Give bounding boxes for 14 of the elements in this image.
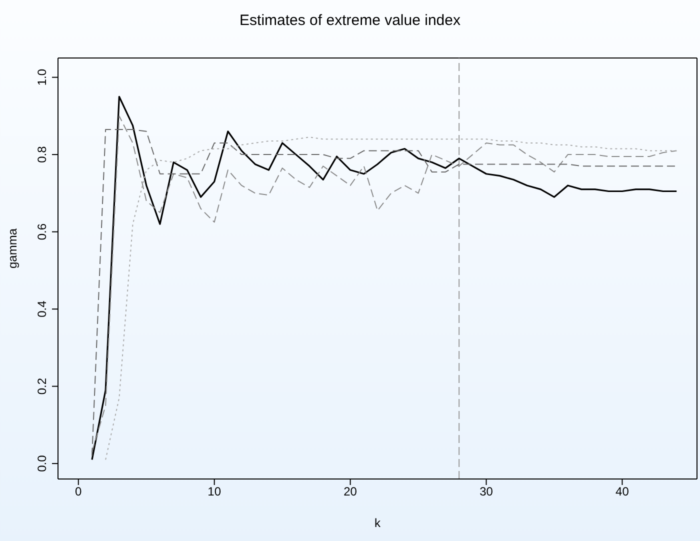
x-tick-label: 0: [75, 484, 82, 499]
x-tick-label: 10: [208, 484, 222, 499]
y-axis-title: gamma: [5, 228, 20, 268]
x-tick-label: 40: [616, 484, 630, 499]
y-tick-label: 0.6: [35, 223, 49, 240]
y-tick-label: 1.0: [35, 68, 49, 86]
y-tick-label: 0.8: [35, 146, 49, 163]
x-tick-label: 30: [480, 484, 494, 499]
y-tick-label: 0.0: [35, 454, 49, 472]
y-tick-label: 0.2: [35, 378, 49, 395]
x-tick-label: 20: [344, 484, 358, 499]
chart-title: Estimates of extreme value index: [238, 12, 462, 29]
y-tick-label: 0.4: [35, 300, 49, 318]
x-axis-title: k: [374, 516, 382, 530]
